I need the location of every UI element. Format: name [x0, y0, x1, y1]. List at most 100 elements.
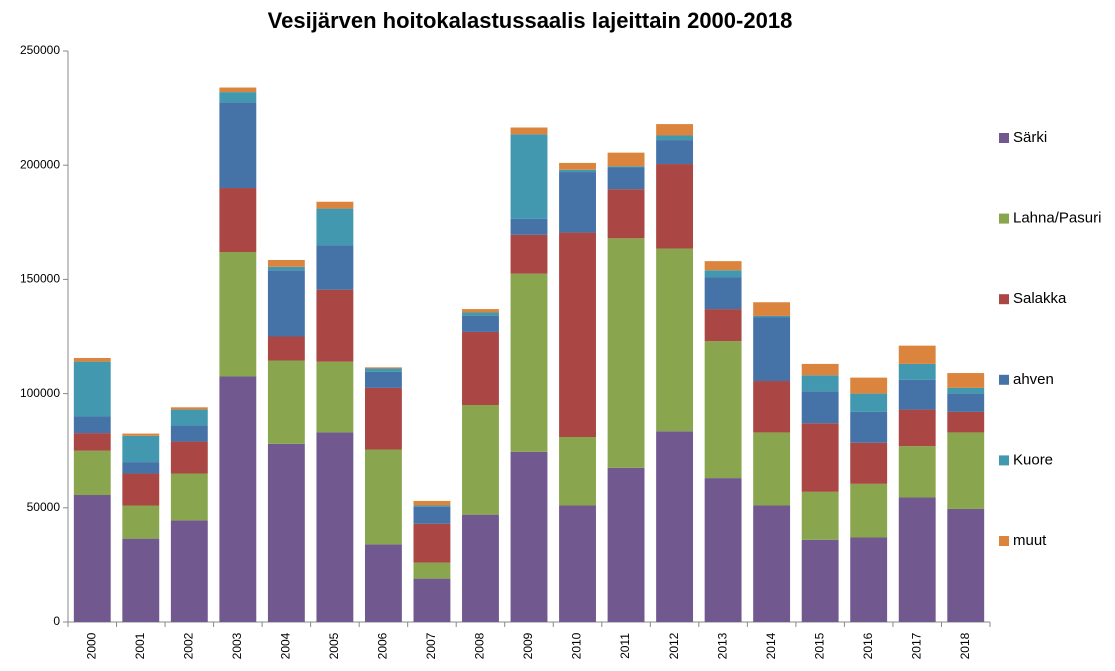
bar-segment — [801, 423, 839, 492]
legend-label: Särki — [1013, 129, 1047, 146]
bar-segment — [898, 363, 936, 380]
legend-swatch — [999, 213, 1009, 224]
bar-segment — [413, 500, 451, 506]
x-tick-label: 2014 — [764, 632, 778, 659]
x-tick-label: 2015 — [812, 632, 826, 659]
bar-segment — [607, 189, 645, 239]
x-tick-label: 2017 — [909, 632, 923, 659]
legend-label: muut — [1013, 532, 1047, 549]
bar-segment — [73, 450, 111, 496]
bar-segment — [753, 317, 791, 382]
bar-segment — [656, 248, 694, 432]
x-tick-label: 2016 — [861, 632, 875, 659]
bar-segment — [316, 289, 354, 362]
bar-segment — [801, 539, 839, 622]
bar-segment — [850, 377, 888, 394]
bar-segment — [656, 124, 694, 136]
bar-segment — [122, 473, 160, 506]
legend-swatch — [999, 133, 1009, 143]
x-tick-label: 2010 — [570, 632, 584, 659]
bar-segment — [364, 367, 402, 369]
legend-swatch — [999, 374, 1009, 385]
x-tick-label: 2005 — [327, 632, 341, 659]
bar-segment — [462, 312, 499, 316]
bar-segment — [364, 544, 402, 622]
bar-segment — [898, 446, 936, 498]
bar-segment — [559, 436, 596, 506]
bar-segment — [73, 416, 111, 434]
bar-segment — [170, 409, 208, 426]
bar-segment — [316, 245, 354, 290]
bar-segment — [559, 169, 596, 173]
bar-segment — [607, 152, 645, 167]
bar-segment — [510, 218, 548, 235]
bar-segment — [219, 251, 257, 377]
bar-segment — [947, 411, 985, 433]
x-tick-label: 2011 — [618, 633, 632, 659]
bar-segment — [267, 360, 305, 444]
bar-segment — [170, 425, 208, 442]
y-tick-label: 100000 — [20, 386, 60, 400]
bar-segment — [607, 166, 645, 168]
bar-segment — [316, 361, 354, 433]
bar-segment — [122, 462, 160, 474]
bar-segment — [73, 361, 111, 417]
legend-swatch — [999, 294, 1009, 305]
legend-label: Kuore — [1013, 451, 1053, 468]
bar-segment — [753, 315, 791, 318]
bar-segment — [898, 409, 936, 447]
bar-segment — [267, 443, 305, 622]
bar-segment — [462, 331, 499, 406]
bar-segment — [316, 432, 354, 622]
bar-segment — [219, 376, 257, 622]
bar-segment — [73, 433, 111, 451]
legend-swatch — [999, 455, 1009, 466]
bar-segment — [219, 102, 257, 189]
x-tick-label: 2004 — [279, 632, 293, 659]
y-tick-label: 150000 — [20, 272, 60, 286]
legend-swatch — [999, 536, 1009, 546]
bar-segment — [462, 309, 499, 313]
x-tick-label: 2013 — [715, 632, 729, 659]
bar-segment — [947, 387, 985, 394]
bar-segment — [462, 514, 499, 622]
bar-segment — [801, 363, 839, 376]
bar-segment — [510, 273, 548, 452]
x-tick-label: 2018 — [958, 632, 972, 659]
bar-segment — [753, 505, 791, 622]
chart-title: Vesijärven hoitokalastussaalis lajeittai… — [268, 8, 793, 33]
bar-segment — [122, 435, 160, 463]
legend-label: ahven — [1013, 371, 1054, 388]
bar-segment — [656, 164, 694, 249]
bar-segment — [607, 467, 645, 622]
y-tick-label: 200000 — [20, 157, 60, 171]
bar-segment — [170, 473, 208, 521]
bar-segment — [122, 538, 160, 622]
x-tick-label: 2002 — [181, 632, 195, 659]
bar-segment — [753, 302, 791, 316]
bar-segment — [704, 341, 742, 479]
bar-segment — [413, 578, 451, 622]
bar-segment — [898, 345, 936, 364]
bar-segment — [219, 92, 257, 103]
bar-segment — [559, 505, 596, 622]
bar-segment — [364, 449, 402, 545]
bar-segment — [801, 375, 839, 392]
bar-segment — [413, 505, 451, 507]
bar-segment — [704, 270, 742, 278]
bar-segment — [607, 167, 645, 190]
bar-segment — [704, 309, 742, 342]
y-tick-label: 0 — [53, 614, 60, 628]
bar-segment — [510, 234, 548, 274]
x-tick-label: 2007 — [424, 632, 438, 659]
bar-segment — [267, 270, 305, 337]
x-tick-label: 2000 — [84, 632, 98, 659]
bar-segment — [753, 432, 791, 506]
bar-segment — [850, 537, 888, 622]
bar-segment — [898, 379, 936, 410]
bar-segment — [947, 373, 985, 388]
y-tick-label: 50000 — [27, 500, 61, 514]
bar-segment — [364, 371, 402, 388]
x-tick-label: 2001 — [133, 632, 147, 659]
bar-segment — [122, 433, 160, 436]
